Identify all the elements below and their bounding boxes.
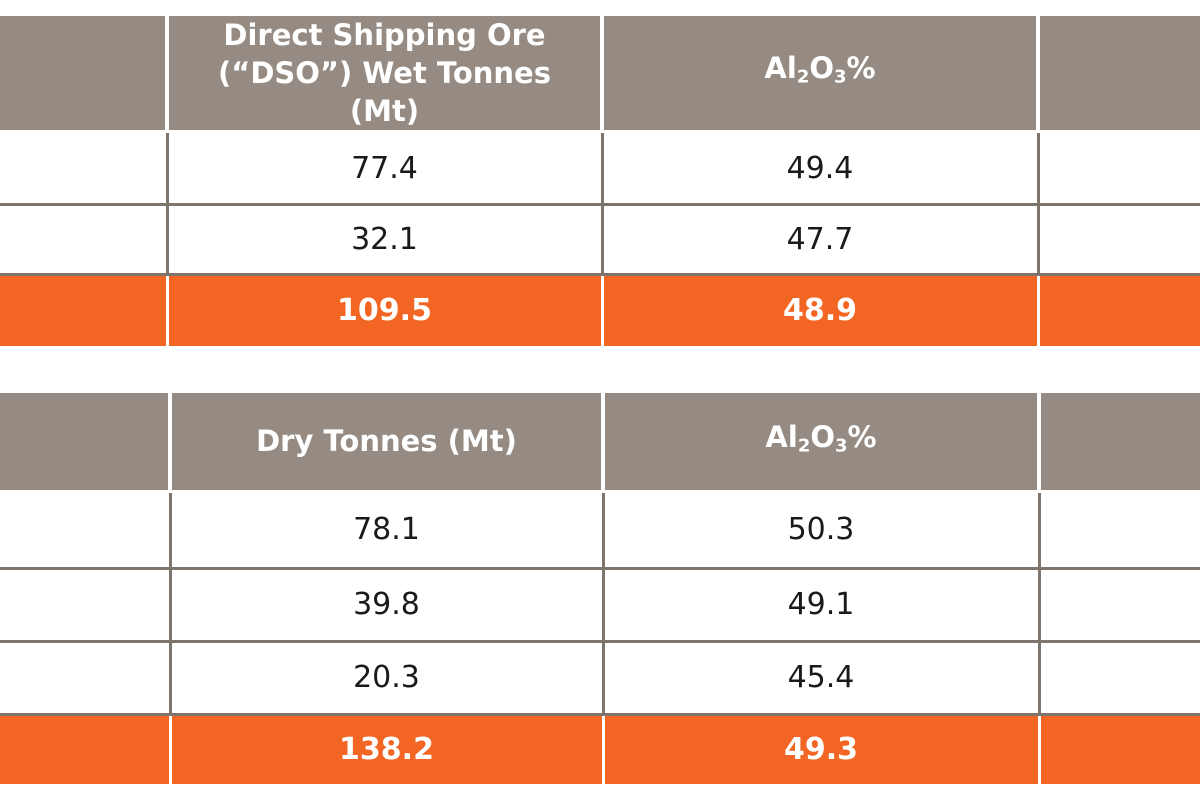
- table-row: 78.1 50.3: [0, 489, 1200, 570]
- extra-cell: [1039, 641, 1200, 716]
- table-row: 77.4 49.4: [0, 130, 1200, 206]
- header-cell-label: [0, 16, 169, 132]
- header-cell-extra: [1039, 393, 1200, 491]
- tonnes-cell: 78.1: [170, 489, 605, 570]
- total-label-cell: [0, 714, 172, 784]
- table-row: 39.8 49.1: [0, 568, 1200, 643]
- header-dso-wet-tonnes: Direct Shipping Ore (“DSO”) Wet Tonnes (…: [167, 16, 604, 132]
- table-row: 20.3 45.4: [0, 641, 1200, 716]
- al2o3-cell: 49.4: [602, 130, 1040, 206]
- total-al2o3-cell: 48.9: [602, 274, 1040, 346]
- tonnes-cell: 77.4: [167, 130, 604, 206]
- header-al2o3-percent: Al2O3%: [602, 16, 1040, 132]
- al2o3-cell: 50.3: [603, 489, 1041, 570]
- al2o3-cell: 45.4: [603, 641, 1041, 716]
- table-row: 32.1 47.7: [0, 204, 1200, 276]
- table-header-row: Direct Shipping Ore (“DSO”) Wet Tonnes (…: [0, 16, 1200, 132]
- row-label-cell: [0, 641, 172, 716]
- row-label-cell: [0, 489, 172, 570]
- row-label-cell: [0, 568, 172, 643]
- header-cell-extra: [1038, 16, 1200, 132]
- tonnes-cell: 32.1: [167, 204, 604, 276]
- tonnes-cell: 39.8: [170, 568, 605, 643]
- header-dry-tonnes: Dry Tonnes (Mt): [170, 393, 605, 491]
- row-label-cell: [0, 204, 169, 276]
- total-al2o3-cell: 49.3: [603, 714, 1041, 784]
- total-tonnes-cell: 109.5: [167, 274, 604, 346]
- extra-cell: [1038, 130, 1200, 206]
- total-tonnes-cell: 138.2: [170, 714, 605, 784]
- extra-cell: [1038, 204, 1200, 276]
- total-row: 138.2 49.3: [0, 714, 1200, 784]
- row-label-cell: [0, 130, 169, 206]
- header-al2o3-percent: Al2O3%: [603, 393, 1041, 491]
- al2o3-cell: 49.1: [603, 568, 1041, 643]
- extra-cell: [1039, 489, 1200, 570]
- tonnes-cell: 20.3: [170, 641, 605, 716]
- total-row: 109.5 48.9: [0, 274, 1200, 346]
- header-cell-label: [0, 393, 172, 491]
- al2o3-cell: 47.7: [602, 204, 1040, 276]
- total-extra-cell: [1038, 274, 1200, 346]
- total-label-cell: [0, 274, 169, 346]
- table-header-row: Dry Tonnes (Mt) Al2O3%: [0, 393, 1200, 491]
- dso-wet-tonnes-table: Direct Shipping Ore (“DSO”) Wet Tonnes (…: [0, 16, 1200, 346]
- total-extra-cell: [1039, 714, 1200, 784]
- extra-cell: [1039, 568, 1200, 643]
- dry-tonnes-table: Dry Tonnes (Mt) Al2O3% 78.1 50.3 39.8 49…: [0, 393, 1200, 784]
